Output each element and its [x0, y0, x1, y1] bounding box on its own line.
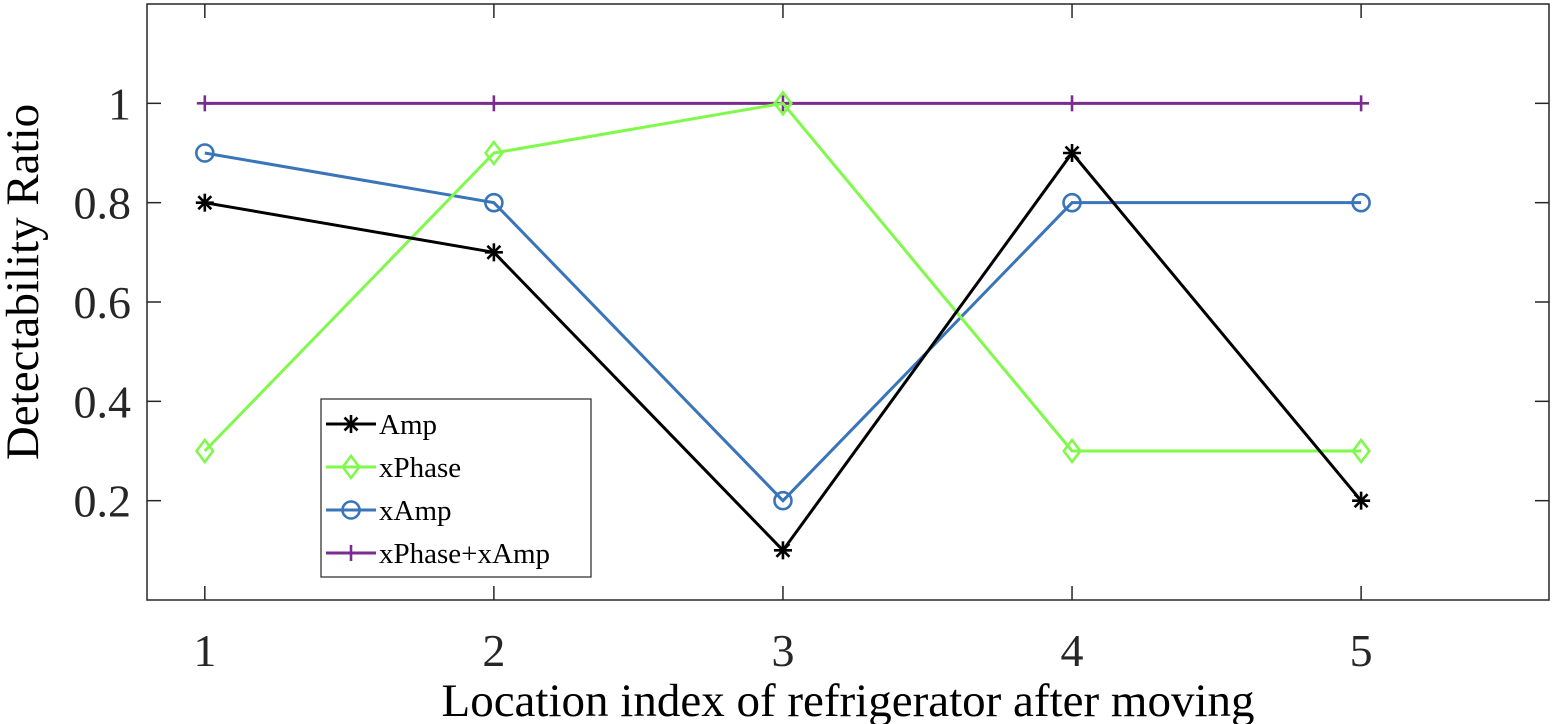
x-axis-label: Location index of refrigerator after mov…	[441, 675, 1254, 724]
marker-stroke	[197, 195, 213, 211]
data-point-marker	[341, 500, 361, 520]
x-tick-label: 4	[1061, 625, 1084, 676]
legend-label: xAmp	[379, 495, 452, 527]
data-point	[1062, 192, 1082, 213]
y-axis-ticks: 0.2 0.4 0.6 0.8 1	[74, 78, 1549, 527]
data-point	[1351, 192, 1371, 213]
y-tick-label: 0.4	[74, 376, 132, 427]
marker-shape	[773, 90, 793, 117]
data-point	[773, 541, 792, 560]
x-tick-label: 3	[771, 625, 794, 676]
marker-stroke	[1353, 493, 1369, 509]
marker-shape	[1351, 437, 1371, 465]
data-point-marker	[341, 453, 361, 481]
data-point	[195, 193, 214, 212]
y-tick-label: 0.8	[74, 178, 132, 229]
marker-stroke	[1064, 145, 1080, 161]
data-point	[484, 139, 504, 167]
legend-label: xPhase+xAmp	[379, 538, 550, 570]
marker-stroke	[486, 244, 502, 260]
y-tick-label: 1	[108, 78, 131, 129]
legend-entry: Amp	[326, 409, 437, 441]
x-axis-ticks: 1 2 3 4 5	[193, 4, 1373, 676]
data-point	[1353, 95, 1370, 112]
data-point	[773, 90, 793, 117]
marker-shape	[1062, 192, 1082, 213]
marker-shape	[484, 192, 504, 213]
marker-shape	[484, 139, 504, 167]
series-layer	[194, 90, 1371, 560]
data-point	[484, 192, 504, 213]
marker-shape	[195, 143, 215, 163]
series-line	[203, 101, 1362, 453]
marker-shape	[1062, 437, 1082, 465]
x-tick-label: 2	[482, 625, 505, 676]
series-xamp	[195, 143, 1371, 511]
legend-entry: xAmp	[326, 495, 452, 527]
legend: Amp xPhase xAmp xPhase+xAmp	[320, 398, 592, 578]
data-point	[1352, 491, 1371, 510]
marker-shape	[773, 490, 793, 511]
marker-shape	[341, 500, 361, 520]
y-tick-label: 0.6	[74, 277, 132, 328]
data-point	[773, 490, 793, 511]
marker-shape	[1351, 192, 1371, 213]
data-point	[1064, 95, 1081, 112]
y-axis-label: Detectability Ratio	[0, 104, 49, 460]
data-point	[194, 437, 215, 465]
data-point	[1351, 437, 1371, 465]
marker-shape	[341, 453, 361, 481]
legend-entry: xPhase+xAmp	[326, 538, 550, 570]
series-xphase	[194, 90, 1371, 465]
legend-label: xPhase	[379, 452, 461, 484]
data-point	[1063, 144, 1082, 162]
marker-shape	[194, 437, 215, 465]
data-point	[484, 243, 503, 262]
data-point	[485, 95, 502, 112]
x-tick-label: 5	[1350, 625, 1373, 676]
data-point	[195, 143, 215, 163]
legend-label: Amp	[379, 409, 437, 441]
data-point	[1062, 437, 1082, 465]
data-point-marker	[342, 415, 360, 433]
y-tick-label: 0.2	[74, 476, 132, 527]
marker-stroke	[775, 542, 791, 558]
marker-stroke	[343, 416, 359, 432]
legend-entry: xPhase	[326, 452, 461, 484]
series-amp	[195, 144, 1371, 560]
x-tick-label: 1	[193, 625, 216, 676]
series-line	[204, 151, 1362, 503]
legend-box	[320, 398, 592, 578]
data-point-marker	[343, 545, 359, 561]
data-point	[196, 95, 213, 112]
